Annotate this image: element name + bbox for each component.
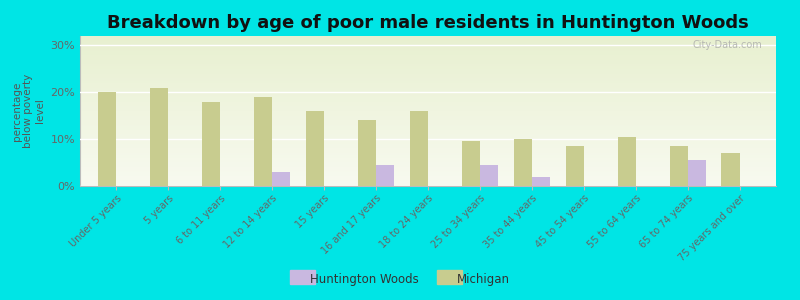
Bar xyxy=(670,146,688,186)
Bar xyxy=(688,160,706,186)
Bar xyxy=(566,146,584,186)
Bar xyxy=(150,88,168,186)
Title: Breakdown by age of poor male residents in Huntington Woods: Breakdown by age of poor male residents … xyxy=(107,14,749,32)
Bar xyxy=(98,92,116,186)
Y-axis label: percentage
below poverty
level: percentage below poverty level xyxy=(12,74,45,148)
Bar xyxy=(376,165,394,186)
Text: City-Data.com: City-Data.com xyxy=(692,40,762,50)
Bar xyxy=(254,97,272,186)
Bar xyxy=(532,177,550,186)
Bar xyxy=(202,102,220,186)
Bar xyxy=(514,139,532,186)
Bar xyxy=(722,153,740,186)
Bar xyxy=(306,111,324,186)
Bar xyxy=(410,111,428,186)
Bar xyxy=(358,120,376,186)
Legend: Huntington Woods, Michigan: Huntington Woods, Michigan xyxy=(286,269,514,291)
Bar xyxy=(462,142,480,186)
Bar xyxy=(272,172,290,186)
Bar xyxy=(618,137,636,186)
Bar xyxy=(480,165,498,186)
